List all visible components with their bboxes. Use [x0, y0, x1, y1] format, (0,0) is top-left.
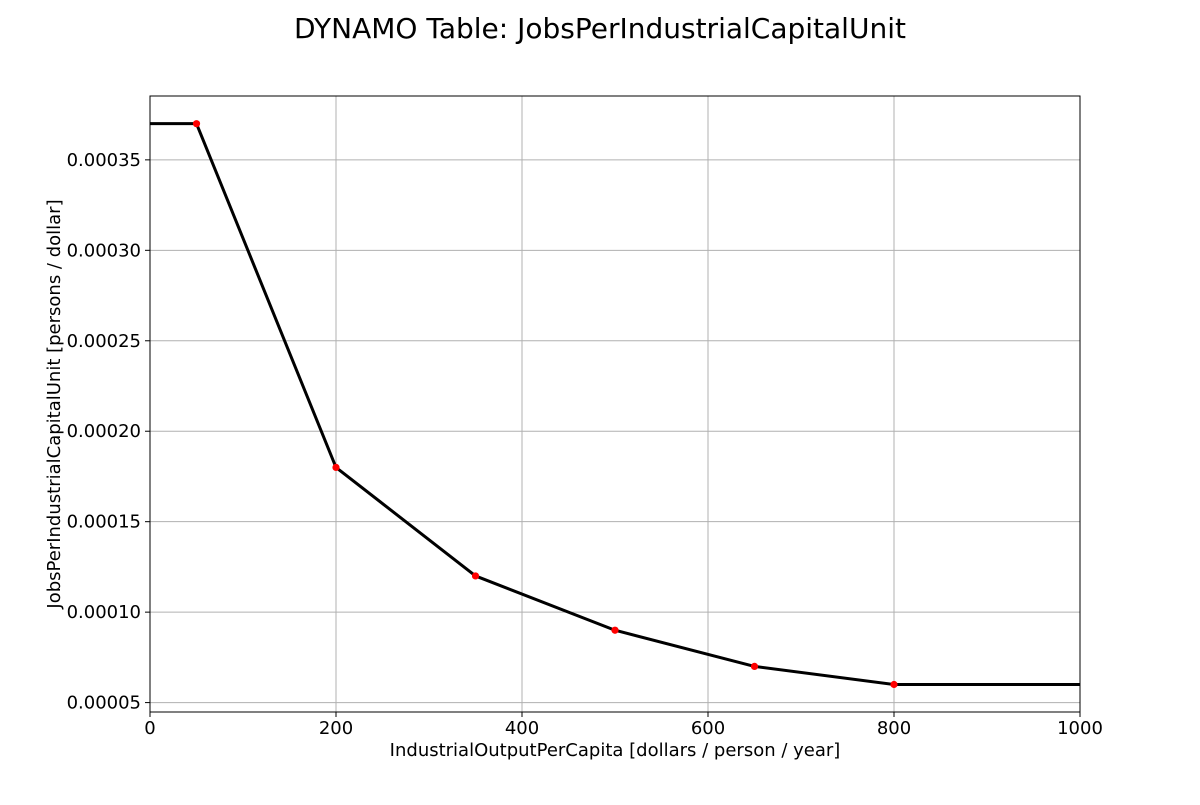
grid: [149, 96, 1081, 712]
y-tick-label: 0.00005: [67, 693, 141, 714]
x-tick-label: 600: [691, 718, 725, 739]
data-point: [890, 680, 898, 689]
y-axis-label: JobsPerIndustrialCapitalUnit [persons / …: [44, 199, 65, 609]
x-tick-label: 1000: [1057, 718, 1103, 739]
x-tick-label: 800: [877, 718, 911, 739]
data-point: [471, 572, 480, 580]
data-point: [611, 626, 619, 634]
x-tick-label: 200: [319, 718, 353, 739]
x-axis-label: IndustrialOutputPerCapita [dollars / per…: [390, 740, 841, 761]
chart-title: DYNAMO Table: JobsPerIndustrialCapitalUn…: [294, 12, 906, 45]
y-tick-label: 0.00025: [67, 331, 141, 352]
y-tick-label: 0.00030: [67, 240, 141, 261]
x-axis-ticks: 0 200 400 600 800 1000: [144, 712, 1103, 739]
y-tick-label: 0.00015: [67, 512, 141, 533]
series-line: [150, 122, 1080, 686]
series: [150, 120, 1080, 689]
data-point: [192, 120, 201, 128]
data-point: [750, 662, 759, 671]
y-tick-label: 0.00035: [67, 150, 141, 171]
y-tick-label: 0.00010: [67, 602, 141, 623]
x-tick-label: 0: [144, 718, 155, 739]
data-point: [332, 463, 340, 472]
y-axis-ticks: 0.00005 0.00010 0.00015 0.00020 0.00025 0.000…: [67, 150, 150, 714]
plot-frame: [149, 95, 1081, 713]
y-tick-label: 0.00020: [67, 421, 141, 442]
x-tick-label: 400: [505, 718, 539, 739]
